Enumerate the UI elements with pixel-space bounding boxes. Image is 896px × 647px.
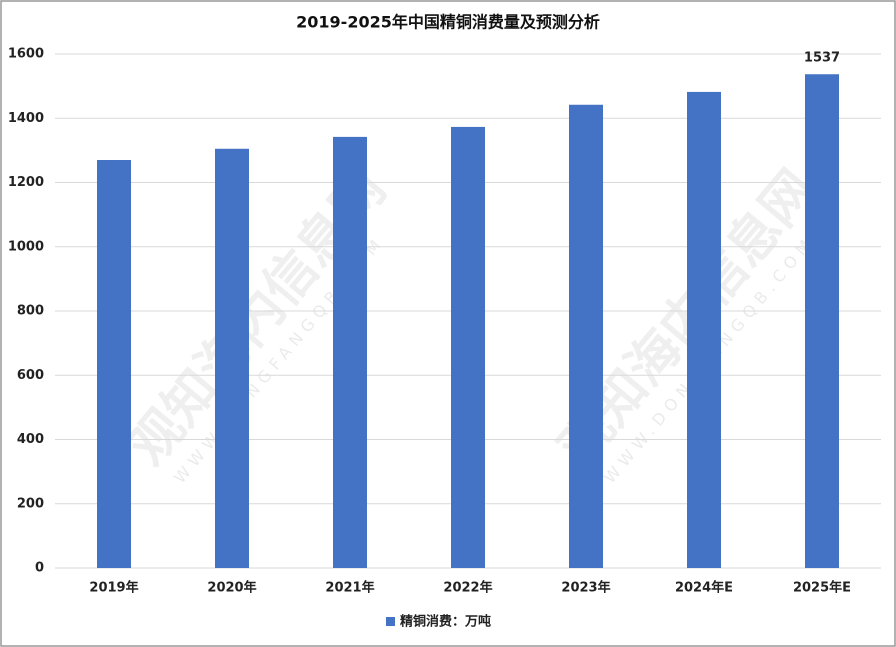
y-tick-label: 1600 bbox=[8, 47, 44, 62]
legend-label: 精铜消费：万吨 bbox=[400, 614, 491, 630]
y-tick-label: 200 bbox=[17, 496, 44, 511]
x-tick-label: 2020年 bbox=[207, 580, 256, 596]
y-tick-label: 0 bbox=[35, 561, 44, 576]
bar bbox=[215, 148, 249, 569]
legend-swatch bbox=[386, 617, 395, 626]
x-tick-label: 2022年 bbox=[443, 580, 492, 596]
data-label: 1537 bbox=[804, 51, 840, 66]
bar bbox=[451, 126, 485, 568]
bar bbox=[805, 74, 839, 569]
y-tick-label: 800 bbox=[17, 304, 44, 319]
y-tick-label: 1400 bbox=[8, 111, 44, 126]
y-tick-label: 1200 bbox=[8, 175, 44, 190]
y-tick-label: 400 bbox=[17, 432, 44, 447]
bar bbox=[687, 91, 721, 568]
bar bbox=[97, 160, 131, 568]
chart-title: 2019-2025年中国精铜消费量及预测分析 bbox=[296, 13, 600, 32]
x-tick-label: 2023年 bbox=[561, 580, 610, 596]
x-tick-label: 2025年E bbox=[793, 580, 851, 596]
bar bbox=[333, 136, 367, 568]
x-tick-label: 2024年E bbox=[675, 580, 733, 596]
y-tick-label: 1000 bbox=[8, 239, 44, 254]
x-tick-label: 2019年 bbox=[89, 580, 138, 596]
y-tick-label: 600 bbox=[17, 368, 44, 383]
x-tick-label: 2021年 bbox=[325, 580, 374, 596]
bar bbox=[569, 104, 603, 568]
